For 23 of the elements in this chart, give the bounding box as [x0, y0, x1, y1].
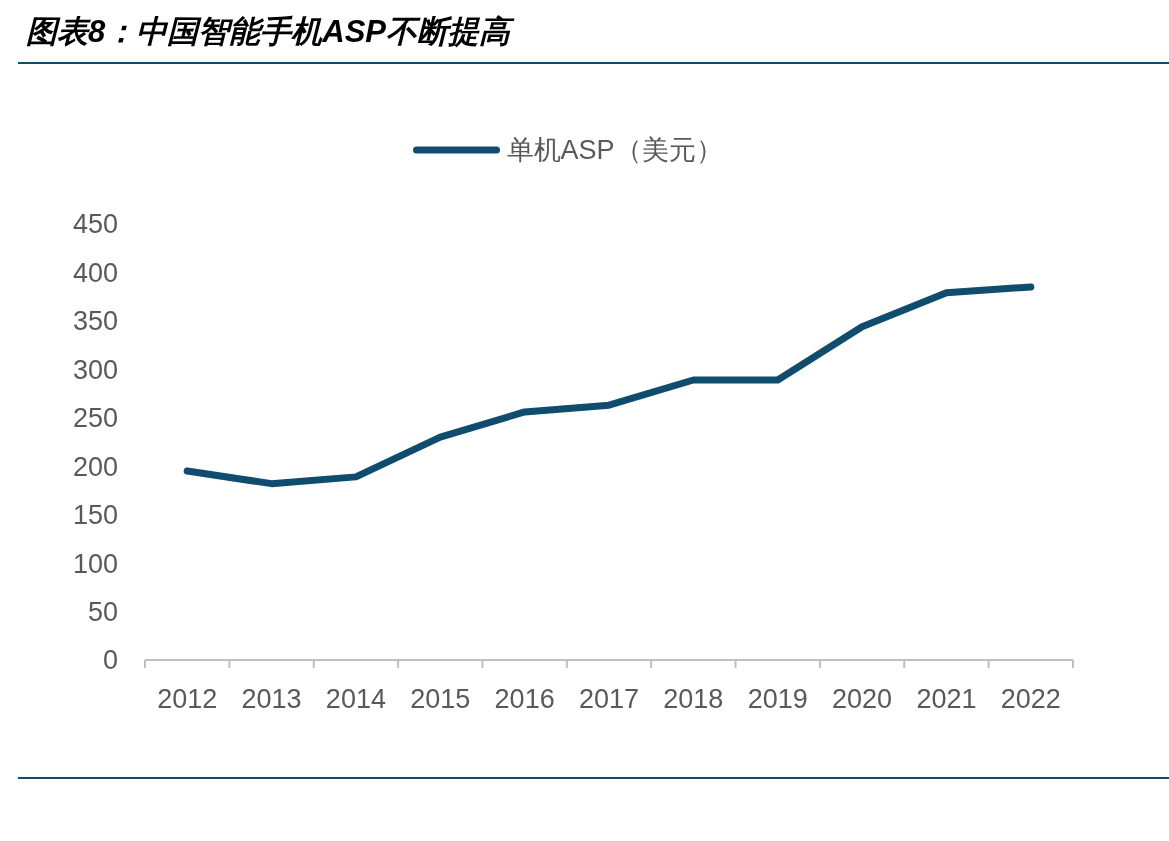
- y-tick-label: 200: [72, 451, 118, 482]
- x-tick-label: 2013: [241, 684, 302, 714]
- y-tick-label: 150: [72, 500, 118, 531]
- x-tick-label: 2015: [410, 684, 471, 714]
- x-tick-label: 2019: [747, 684, 808, 714]
- x-tick-label: 2014: [325, 684, 386, 714]
- y-tick-label: 300: [72, 354, 118, 385]
- y-tick-label: 50: [87, 597, 118, 628]
- x-tick-label: 2021: [916, 684, 977, 714]
- x-tick-label: 2017: [578, 684, 640, 714]
- x-tick-label: 2018: [663, 684, 724, 714]
- y-tick-label: 250: [72, 403, 118, 434]
- x-tick-label: 2022: [1000, 684, 1061, 714]
- x-tick-label: 2020: [832, 684, 893, 714]
- y-tick-label: 450: [72, 209, 118, 240]
- legend-label: 单机ASP（美元）: [506, 135, 723, 166]
- chart-title: 图表8：中国智能手机ASP不断提高: [26, 14, 515, 49]
- x-tick-label: 2016: [494, 684, 555, 714]
- y-tick-label: 100: [72, 548, 118, 579]
- y-tick-label: 350: [72, 306, 118, 337]
- x-tick-label: 2012: [157, 684, 218, 714]
- y-tick-label: 400: [72, 257, 118, 288]
- y-tick-label: 0: [102, 645, 118, 676]
